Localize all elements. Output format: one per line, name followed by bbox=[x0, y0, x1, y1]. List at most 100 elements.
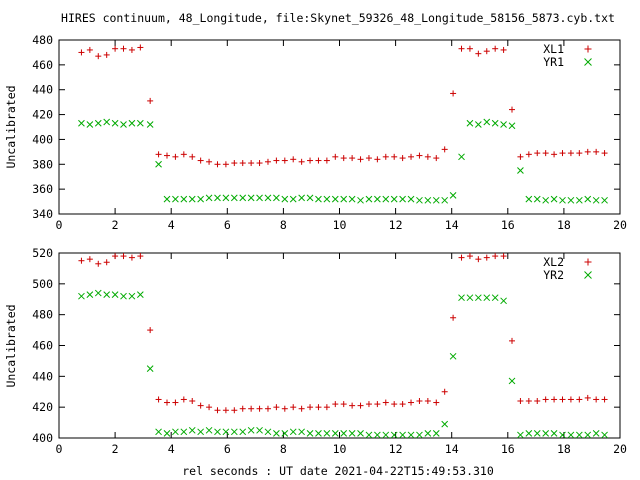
x-tick-label: 0 bbox=[56, 442, 63, 456]
data-point bbox=[348, 430, 356, 437]
data-point bbox=[307, 157, 314, 164]
series-xl2 bbox=[78, 253, 608, 414]
y-tick-label: 460 bbox=[32, 58, 53, 72]
data-point bbox=[147, 327, 154, 334]
data-point bbox=[163, 152, 170, 159]
data-point bbox=[390, 431, 398, 439]
data-point bbox=[416, 398, 423, 404]
data-point bbox=[180, 428, 188, 436]
data-point bbox=[222, 407, 229, 414]
data-point bbox=[332, 401, 339, 408]
data-point bbox=[78, 119, 85, 127]
data-point bbox=[256, 426, 263, 434]
data-point bbox=[86, 46, 93, 53]
data-point bbox=[349, 402, 356, 409]
data-point bbox=[533, 195, 541, 203]
data-point bbox=[483, 294, 491, 302]
legend-marker bbox=[584, 58, 592, 66]
data-point bbox=[180, 195, 188, 203]
data-point bbox=[475, 50, 482, 57]
data-point bbox=[525, 430, 533, 437]
data-point bbox=[416, 431, 423, 439]
x-tick-label: 4 bbox=[168, 218, 175, 232]
data-point bbox=[466, 119, 474, 127]
data-point bbox=[128, 119, 136, 127]
data-point bbox=[374, 431, 381, 439]
x-tick-label: 10 bbox=[333, 218, 347, 232]
data-point bbox=[559, 150, 566, 157]
data-point bbox=[575, 196, 583, 204]
legend-marker bbox=[584, 271, 592, 279]
data-point bbox=[180, 396, 187, 403]
data-point bbox=[239, 160, 246, 167]
data-point bbox=[189, 153, 196, 160]
y-tick-label: 460 bbox=[32, 339, 53, 353]
data-point bbox=[189, 398, 196, 404]
data-point bbox=[136, 291, 144, 298]
data-point bbox=[94, 289, 102, 297]
data-point bbox=[264, 405, 271, 412]
data-point bbox=[78, 49, 85, 56]
data-point bbox=[273, 404, 280, 411]
data-point bbox=[197, 428, 205, 436]
data-point bbox=[592, 196, 600, 204]
data-point bbox=[188, 195, 196, 203]
data-point bbox=[197, 402, 204, 409]
data-point bbox=[475, 256, 482, 263]
data-point bbox=[399, 431, 406, 439]
data-point bbox=[542, 150, 549, 157]
data-point bbox=[180, 151, 187, 158]
plot-frame-top bbox=[58, 39, 621, 215]
data-point bbox=[550, 430, 558, 437]
data-point bbox=[86, 291, 94, 298]
data-point bbox=[222, 194, 230, 202]
data-point bbox=[533, 430, 541, 437]
data-point bbox=[542, 430, 550, 437]
data-point bbox=[155, 151, 162, 158]
data-point bbox=[424, 398, 431, 404]
legend-marker bbox=[584, 45, 592, 53]
series-yr2 bbox=[78, 289, 608, 439]
data-point bbox=[231, 160, 238, 167]
data-point bbox=[155, 428, 162, 436]
data-point bbox=[239, 194, 247, 202]
data-point bbox=[576, 396, 583, 403]
data-point bbox=[500, 253, 507, 260]
data-point bbox=[601, 196, 608, 204]
data-point bbox=[500, 121, 507, 128]
data-point bbox=[593, 396, 600, 403]
data-point bbox=[509, 106, 516, 113]
data-point bbox=[120, 253, 127, 260]
data-point bbox=[357, 402, 364, 409]
data-point bbox=[340, 430, 348, 437]
data-point bbox=[391, 401, 398, 408]
y-tick-label: 480 bbox=[32, 308, 53, 322]
data-point bbox=[230, 194, 238, 202]
data-point bbox=[517, 431, 524, 439]
data-point bbox=[483, 254, 490, 261]
x-tick-label: 4 bbox=[168, 442, 175, 456]
data-point bbox=[432, 196, 440, 204]
y-tick-label: 500 bbox=[32, 277, 53, 291]
data-point bbox=[567, 431, 575, 439]
x-tick-label: 20 bbox=[613, 218, 627, 232]
data-point bbox=[449, 352, 457, 360]
top-plot: Uncalibrated 0 2 4 6 8 10 12 14 16 18 20 340 360 380 4… bbox=[4, 33, 627, 232]
y-tick-label: 440 bbox=[32, 83, 53, 97]
data-point bbox=[399, 155, 406, 162]
data-point bbox=[433, 399, 440, 406]
y-axis-label-bottom: Uncalibrated bbox=[4, 304, 18, 387]
data-point bbox=[365, 155, 372, 162]
data-point bbox=[147, 97, 154, 104]
data-point bbox=[407, 195, 415, 203]
data-point bbox=[281, 430, 289, 437]
plot-frame-bottom bbox=[58, 252, 621, 439]
data-point bbox=[551, 396, 558, 403]
data-point bbox=[281, 195, 289, 203]
data-point bbox=[408, 399, 415, 406]
data-point bbox=[248, 405, 255, 412]
data-point bbox=[450, 90, 457, 97]
y-tick-label: 340 bbox=[32, 207, 53, 221]
data-point bbox=[491, 294, 499, 302]
